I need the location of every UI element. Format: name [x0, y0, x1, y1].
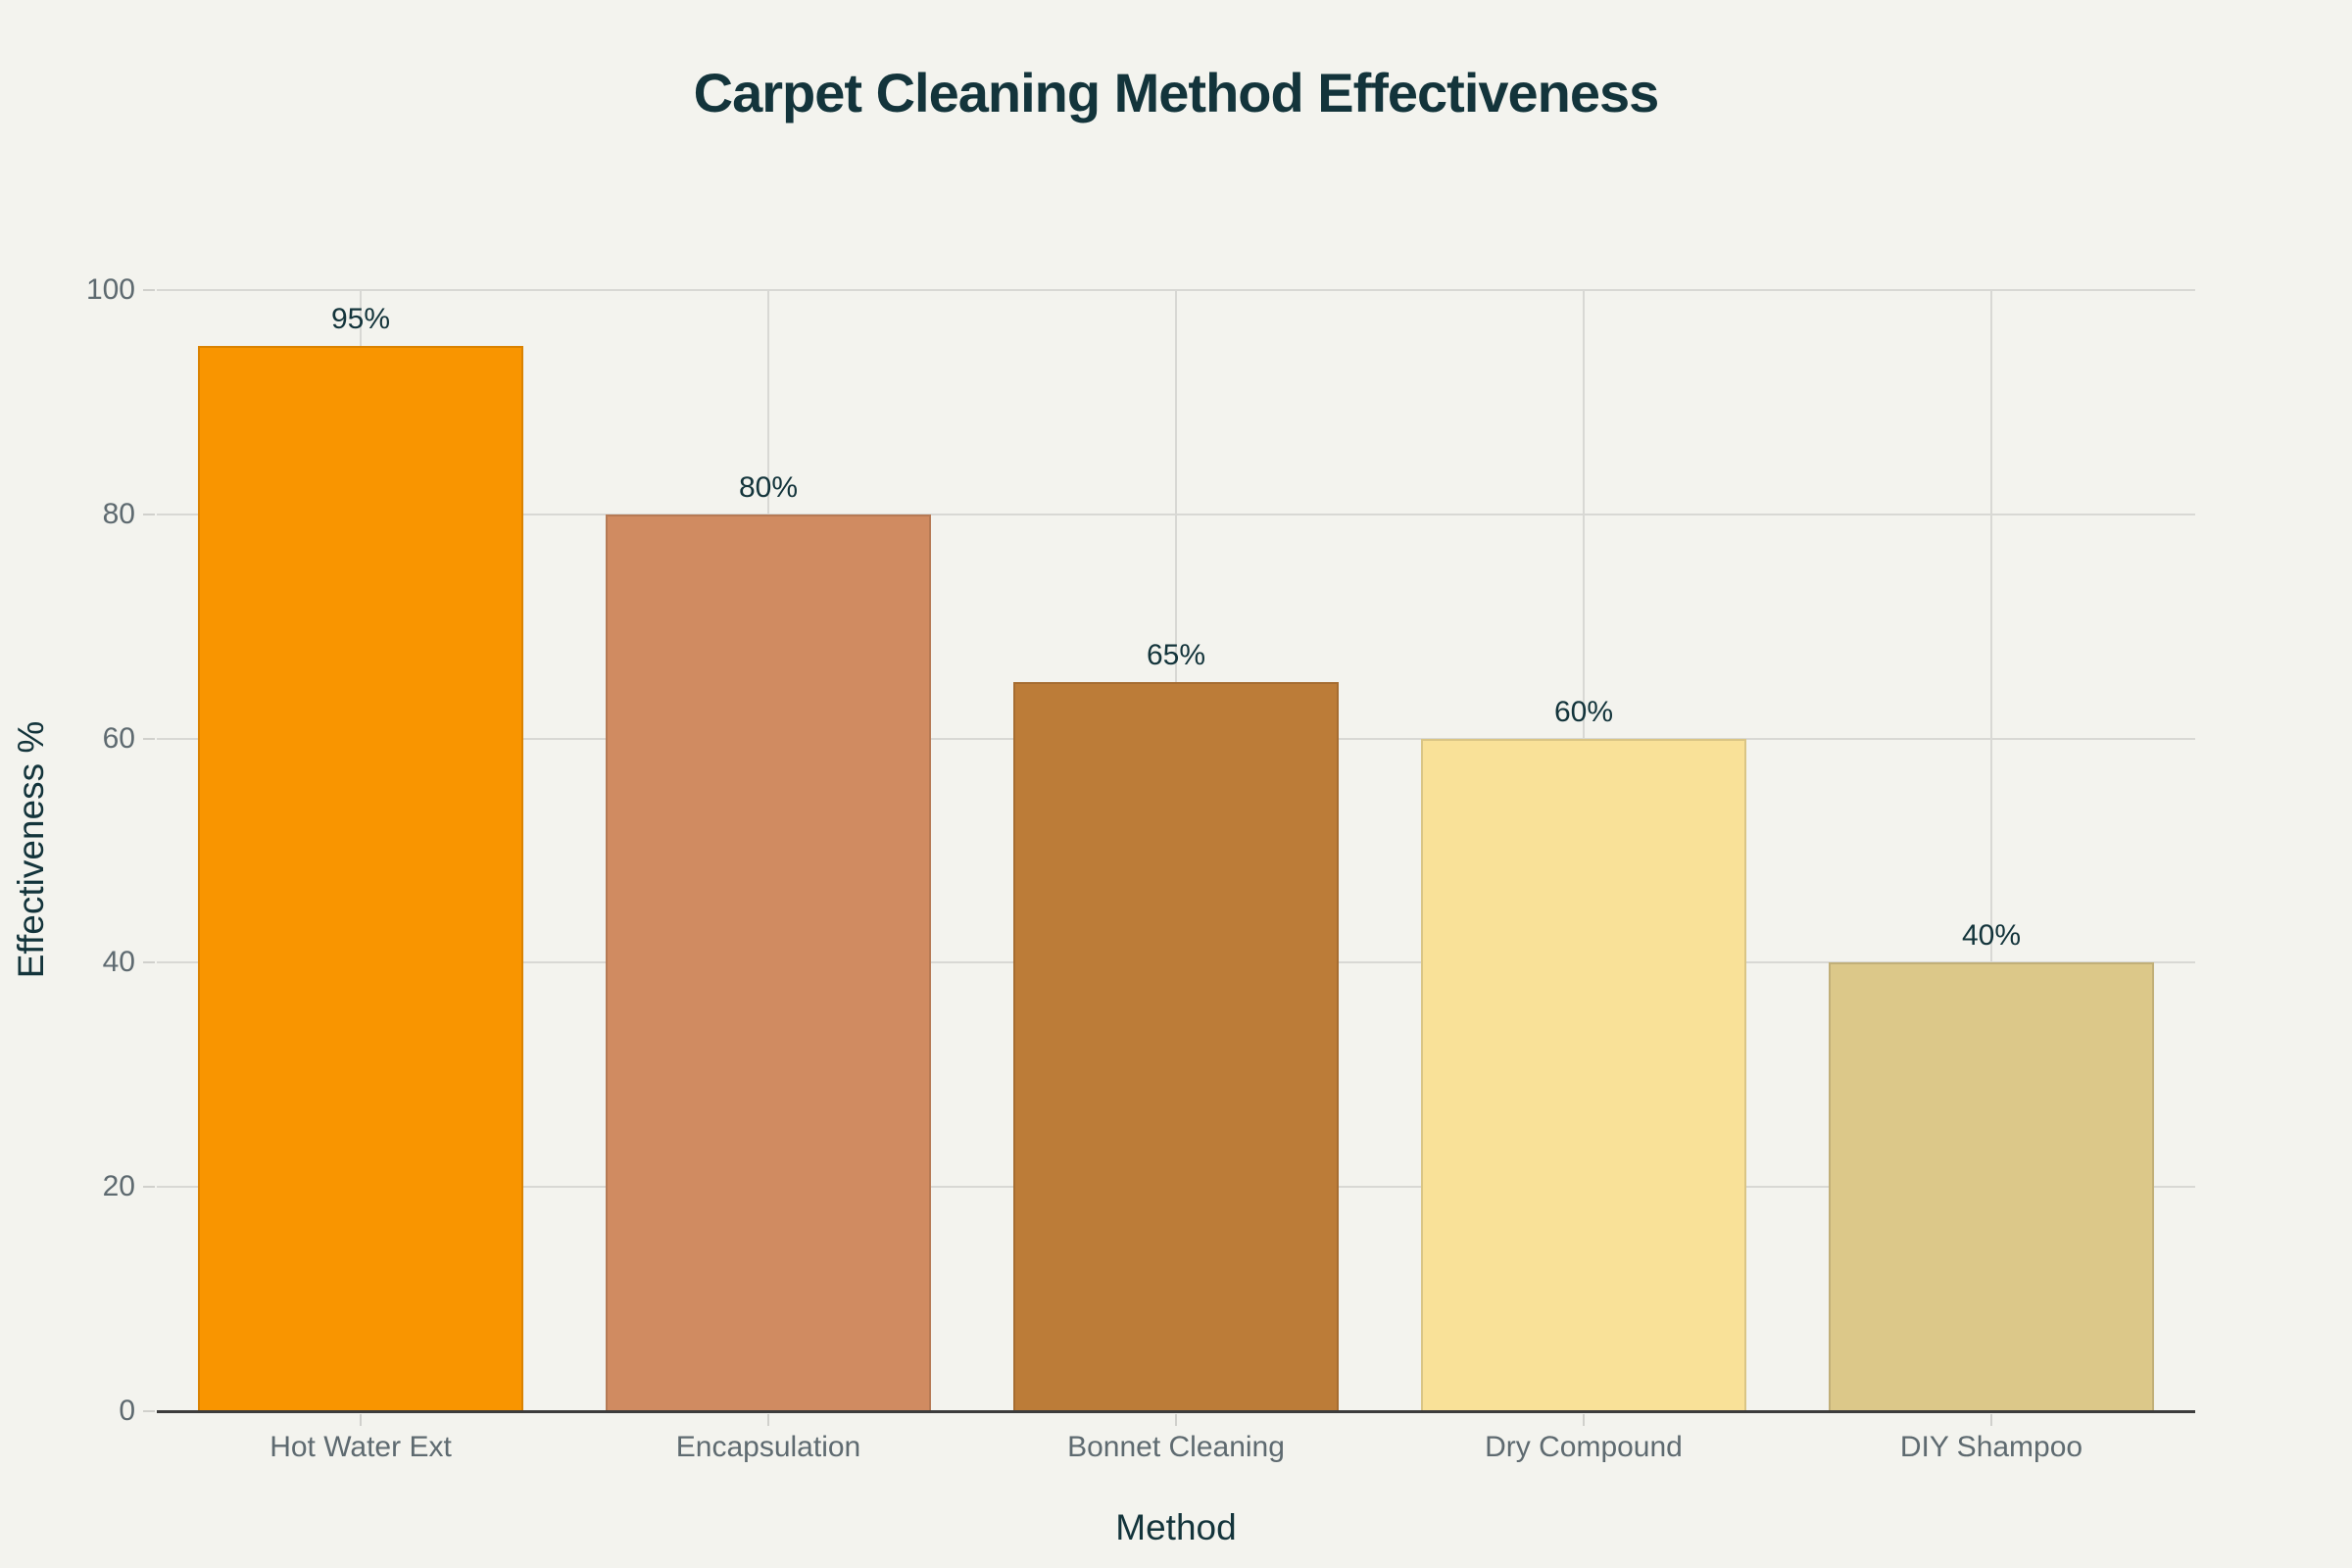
bar-value-label: 40% [1961, 919, 2022, 953]
x-gridline [1990, 290, 1992, 1411]
y-tick-mark [143, 737, 155, 740]
y-axis-title: Effectiveness % [11, 720, 51, 979]
bar-hot-water-ext[interactable] [197, 346, 524, 1411]
y-tick-label: 80 [102, 497, 135, 530]
chart-title: Carpet Cleaning Method Effectiveness [693, 62, 1660, 123]
x-tick-label: Encapsulation [675, 1431, 861, 1463]
x-tick-mark [1990, 1414, 1992, 1426]
bar-bonnet-cleaning[interactable] [1012, 682, 1340, 1411]
bar-encapsulation[interactable] [605, 514, 932, 1411]
y-tick-label: 20 [102, 1170, 135, 1203]
x-tick-mark [360, 1414, 362, 1426]
bar-value-label: 80% [738, 470, 799, 504]
x-tick-mark [1583, 1414, 1585, 1426]
x-tick-mark [1175, 1414, 1177, 1426]
bar-value-label: 60% [1553, 695, 1614, 728]
x-axis-title: Method [1115, 1507, 1237, 1547]
x-tick-label: Hot Water Ext [270, 1431, 452, 1463]
bar-value-label: 65% [1146, 639, 1206, 672]
x-tick-label: Dry Compound [1485, 1431, 1683, 1463]
y-tick-mark [143, 1186, 155, 1189]
x-tick-mark [767, 1414, 769, 1426]
y-tick-label: 60 [102, 721, 135, 755]
bar-dry-compound[interactable] [1420, 738, 1747, 1411]
x-axis-line [157, 1410, 2195, 1413]
x-tick-label: Bonnet Cleaning [1067, 1431, 1285, 1463]
y-tick-label: 40 [102, 946, 135, 979]
bar-value-label: 95% [330, 303, 391, 336]
y-tick-mark [143, 1410, 155, 1412]
x-tick-label: DIY Shampoo [1899, 1431, 2083, 1463]
y-tick-mark [143, 961, 155, 964]
y-tick-mark [143, 513, 155, 515]
y-tick-mark [143, 289, 155, 291]
y-tick-label: 0 [119, 1395, 135, 1427]
bar-diy-shampoo[interactable] [1828, 962, 2155, 1411]
y-tick-label: 100 [85, 273, 135, 306]
